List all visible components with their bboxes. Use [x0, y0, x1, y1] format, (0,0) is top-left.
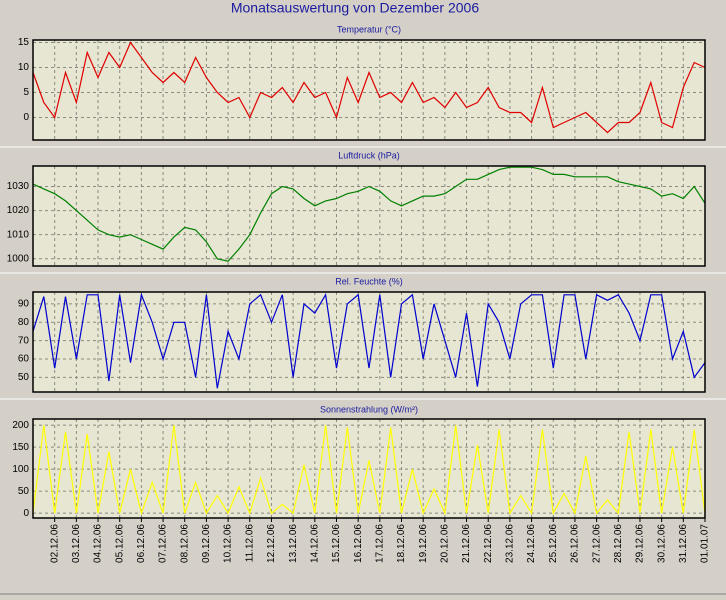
- y-tick-label: 1010: [7, 229, 30, 240]
- x-tick-label: 26.12.06: [570, 524, 581, 563]
- plot-frame: [32, 418, 706, 519]
- y-tick-label: 1000: [7, 253, 30, 264]
- y-tick-label: 150: [12, 442, 29, 453]
- data-line: [32, 41, 706, 134]
- y-tick-label: 100: [12, 464, 29, 475]
- x-tick-label: 13.12.06: [288, 524, 299, 563]
- plot-frame: [32, 165, 706, 267]
- plot-area: [33, 40, 705, 140]
- plot-area: [33, 292, 705, 392]
- page-title: Monatsauswertung von Dezember 2006: [231, 0, 479, 16]
- x-tick-label: 07.12.06: [158, 524, 169, 563]
- x-tick-label: 20.12.06: [440, 524, 451, 563]
- y-tick-label: 80: [18, 317, 30, 328]
- y-tick-label: 1030: [7, 181, 30, 192]
- x-tick-label: 03.12.06: [71, 524, 82, 563]
- y-tick-label: 50: [18, 372, 30, 383]
- x-tick-label: 01.01.07: [700, 524, 711, 563]
- x-tick-label: 12.12.06: [266, 524, 277, 563]
- x-tick-label: 27.12.06: [591, 524, 602, 563]
- x-tick-label: 19.12.06: [418, 524, 429, 563]
- x-tick-label: 11.12.06: [244, 524, 255, 563]
- x-tick-label: 28.12.06: [613, 524, 624, 563]
- y-tick-label: 70: [18, 335, 30, 346]
- x-tick-label: 02.12.06: [49, 524, 60, 563]
- x-tick-label: 05.12.06: [114, 524, 125, 563]
- data-line: [32, 292, 706, 389]
- x-tick-label: 25.12.06: [548, 524, 559, 563]
- x-tick-label: 04.12.06: [93, 524, 104, 563]
- plot-frame: [32, 39, 706, 141]
- panel-title: Temperatur (°C): [337, 24, 401, 34]
- x-tick-label: 21.12.06: [461, 524, 472, 563]
- y-tick-label: 200: [12, 420, 29, 431]
- y-tick-label: 90: [18, 299, 30, 310]
- y-tick-label: 1020: [7, 205, 30, 216]
- x-tick-label: 16.12.06: [353, 524, 364, 563]
- y-tick-label: 5: [23, 87, 29, 98]
- x-tick-label: 17.12.06: [374, 524, 385, 563]
- x-tick-label: 10.12.06: [223, 524, 234, 563]
- x-tick-label: 29.12.06: [635, 524, 646, 563]
- plot-frame: [32, 291, 706, 393]
- y-tick-label: 50: [18, 486, 30, 497]
- panel-title: Rel. Feuchte (%): [335, 276, 403, 286]
- x-tick-label: 22.12.06: [483, 524, 494, 563]
- x-tick-label: 15.12.06: [331, 524, 342, 563]
- y-tick-label: 0: [23, 508, 29, 519]
- data-line: [32, 166, 706, 262]
- x-tick-label: 24.12.06: [526, 524, 537, 563]
- y-tick-label: 0: [23, 112, 29, 123]
- x-tick-label: 06.12.06: [136, 524, 147, 563]
- y-tick-label: 60: [18, 354, 30, 365]
- x-tick-label: 14.12.06: [309, 524, 320, 563]
- x-tick-label: 30.12.06: [656, 524, 667, 563]
- panel-title: Sonnenstrahlung (W/m²): [320, 404, 418, 414]
- panel-title: Luftdruck (hPa): [338, 150, 400, 160]
- x-tick-label: 08.12.06: [179, 524, 190, 563]
- x-tick-label: 09.12.06: [201, 524, 212, 563]
- x-tick-label: 23.12.06: [505, 524, 516, 563]
- plot-area: [33, 166, 705, 266]
- y-tick-label: 10: [18, 62, 30, 73]
- x-tick-label: 31.12.06: [678, 524, 689, 563]
- x-tick-label: 18.12.06: [396, 524, 407, 563]
- y-tick-label: 15: [18, 37, 30, 48]
- data-line: [32, 425, 706, 516]
